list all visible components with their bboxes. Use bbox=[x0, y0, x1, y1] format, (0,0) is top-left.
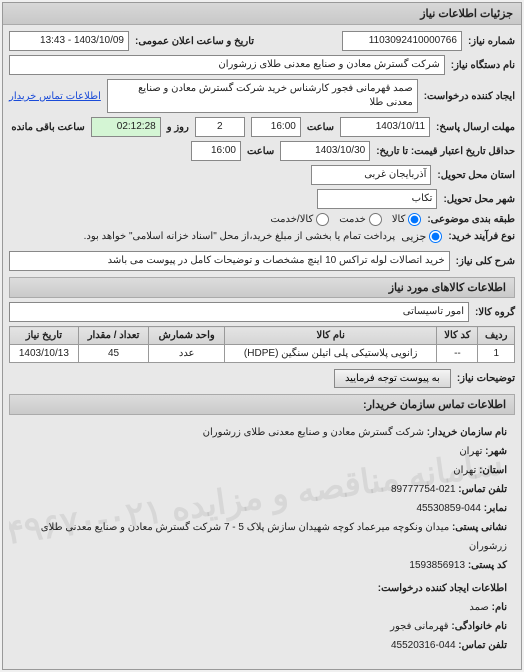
table-header-row: ردیف کد کالا نام کالا واحد شمارش تعداد /… bbox=[10, 327, 515, 345]
radio-both-input[interactable] bbox=[316, 213, 329, 226]
radio-both-label: کالا/خدمت bbox=[270, 214, 313, 225]
province-field: آذربایجان غربی bbox=[311, 165, 431, 185]
need-desc-label: شرح کلی نیاز: bbox=[456, 256, 515, 267]
td-row: 1 bbox=[478, 345, 515, 363]
attachment-button[interactable]: به پیوست توجه فرمایید bbox=[334, 369, 451, 388]
c-name: صمد bbox=[469, 602, 489, 613]
city-label: شهر محل تحویل: bbox=[443, 194, 515, 205]
validity-time: 16:00 bbox=[191, 141, 241, 161]
radio-cash-input[interactable] bbox=[429, 230, 442, 243]
th-name: نام کالا bbox=[225, 327, 437, 345]
time-label-1: ساعت bbox=[307, 122, 334, 133]
td-date: 1403/10/13 bbox=[10, 345, 79, 363]
c-fax: 044-45530859 bbox=[416, 503, 481, 514]
process-label: نوع فرآیند خرید: bbox=[448, 231, 515, 242]
remaining-label: ساعت باقی مانده bbox=[11, 122, 84, 133]
need-details-panel: جزئیات اطلاعات نیاز شماره نیاز: 11030924… bbox=[2, 2, 522, 670]
td-qty: 45 bbox=[78, 345, 149, 363]
c-city-label: شهر: bbox=[485, 446, 507, 457]
th-qty: تعداد / مقدار bbox=[78, 327, 149, 345]
c-phone: 021-89777754 bbox=[391, 484, 456, 495]
c-phone-label: تلفن تماس: bbox=[458, 484, 507, 495]
radio-service-label: خدمت bbox=[339, 214, 366, 225]
need-no-label: شماره نیاز: bbox=[468, 36, 515, 47]
c-org: شرکت گسترش معادن و صنایع معدنی طلای زرشو… bbox=[203, 427, 424, 438]
expert-field: صمد قهرمانی فجور کارشناس خرید شرکت گسترش… bbox=[107, 79, 418, 113]
th-date: تاریخ نیاز bbox=[10, 327, 79, 345]
creator-label: ایجاد کننده درخواست: bbox=[424, 91, 515, 102]
form-body: شماره نیاز: 1103092410000766 تاریخ و ساع… bbox=[3, 25, 521, 669]
th-unit: واحد شمارش bbox=[149, 327, 225, 345]
items-section-title: اطلاعات کالاهای مورد نیاز bbox=[9, 277, 515, 298]
announce-field: 1403/10/09 - 13:43 bbox=[9, 31, 129, 51]
c-addr: میدان ونکوچه میرعماد کوچه شهیدان سازش پل… bbox=[41, 522, 507, 552]
need-desc-field: خرید اتصالات لوله تراکس 10 اینچ مشخصات و… bbox=[9, 251, 450, 271]
deadline-label: مهلت ارسال پاسخ: bbox=[436, 122, 515, 133]
c-city: تهران bbox=[459, 446, 482, 457]
subject-group-label: طبقه بندی موضوعی: bbox=[427, 214, 515, 225]
c-postal-label: کد پستی: bbox=[468, 560, 507, 571]
deadline-time: 16:00 bbox=[251, 117, 301, 137]
days-field: 2 bbox=[195, 117, 245, 137]
need-no-field: 1103092410000766 bbox=[342, 31, 462, 51]
announce-label: تاریخ و ساعت اعلان عمومی: bbox=[135, 36, 254, 47]
time-label-2: ساعت bbox=[247, 146, 274, 157]
org-label: نام دستگاه نیاز: bbox=[451, 60, 515, 71]
radio-goods-input[interactable] bbox=[408, 213, 421, 226]
radio-goods-label: کالا bbox=[392, 214, 406, 225]
items-table: ردیف کد کالا نام کالا واحد شمارش تعداد /… bbox=[9, 326, 515, 363]
radio-service-input[interactable] bbox=[369, 213, 382, 226]
buyer-contact-link[interactable]: اطلاعات تماس خریدار bbox=[9, 91, 101, 102]
c-addr-label: نشانی پستی: bbox=[452, 522, 507, 533]
c-province: تهران bbox=[453, 465, 476, 476]
deadline-date: 1403/10/11 bbox=[340, 117, 430, 137]
radio-service[interactable]: خدمت bbox=[339, 213, 382, 226]
c-phone2-label: تلفن تماس: bbox=[458, 640, 507, 651]
c-lname: قهرمانی فجور bbox=[390, 621, 448, 632]
radio-cash[interactable]: جزیی bbox=[401, 230, 442, 243]
table-row: 1 -- زانویی پلاستیکی پلی اتیلن سنگین (HD… bbox=[10, 345, 515, 363]
group-label: گروه کالا: bbox=[475, 307, 515, 318]
org-field: شرکت گسترش معادن و صنایع معدنی طلای زرشو… bbox=[9, 55, 445, 75]
td-code: -- bbox=[437, 345, 478, 363]
th-row: ردیف bbox=[478, 327, 515, 345]
desc-section-label: توضیحات نیاز: bbox=[457, 373, 515, 384]
group-field: امور تاسیساتی bbox=[9, 302, 469, 322]
countdown-field: 02:12:28 bbox=[91, 117, 161, 137]
process-note: پرداخت تمام یا بخشی از مبلغ خرید،از محل … bbox=[84, 231, 396, 242]
contact-block: سامانه مناقصه و مزایده ۰۲۱-۸۸۹۴۹۶۷۰ نام … bbox=[9, 415, 515, 663]
c-fax-label: نمابر: bbox=[484, 503, 507, 514]
th-code: کد کالا bbox=[437, 327, 478, 345]
c-name-label: نام: bbox=[492, 602, 507, 613]
contact-section-title: اطلاعات تماس سازمان خریدار: bbox=[9, 394, 515, 415]
td-name: زانویی پلاستیکی پلی اتیلن سنگین (HDPE) bbox=[225, 345, 437, 363]
radio-cash-label: جزیی bbox=[401, 230, 426, 243]
validity-label: حداقل تاریخ اعتبار قیمت: تا تاریخ: bbox=[376, 146, 515, 157]
c-phone2: 044-45520316 bbox=[391, 640, 456, 651]
panel-title: جزئیات اطلاعات نیاز bbox=[3, 3, 521, 25]
c-lname-label: نام خانوادگی: bbox=[451, 621, 507, 632]
validity-date: 1403/10/30 bbox=[280, 141, 370, 161]
radio-goods[interactable]: کالا bbox=[392, 213, 422, 226]
c-postal: 1593856913 bbox=[409, 560, 465, 571]
province-label: استان محل تحویل: bbox=[437, 170, 515, 181]
subject-radio-group: کالا خدمت کالا/خدمت bbox=[270, 213, 421, 226]
city-field: تکاب bbox=[317, 189, 437, 209]
day-word: روز و bbox=[167, 122, 189, 133]
radio-both[interactable]: کالا/خدمت bbox=[270, 213, 329, 226]
c-province-label: استان: bbox=[479, 465, 507, 476]
td-unit: عدد bbox=[149, 345, 225, 363]
c-req-creator-title: اطلاعات ایجاد کننده درخواست: bbox=[17, 579, 507, 598]
c-org-label: نام سازمان خریدار: bbox=[427, 427, 507, 438]
